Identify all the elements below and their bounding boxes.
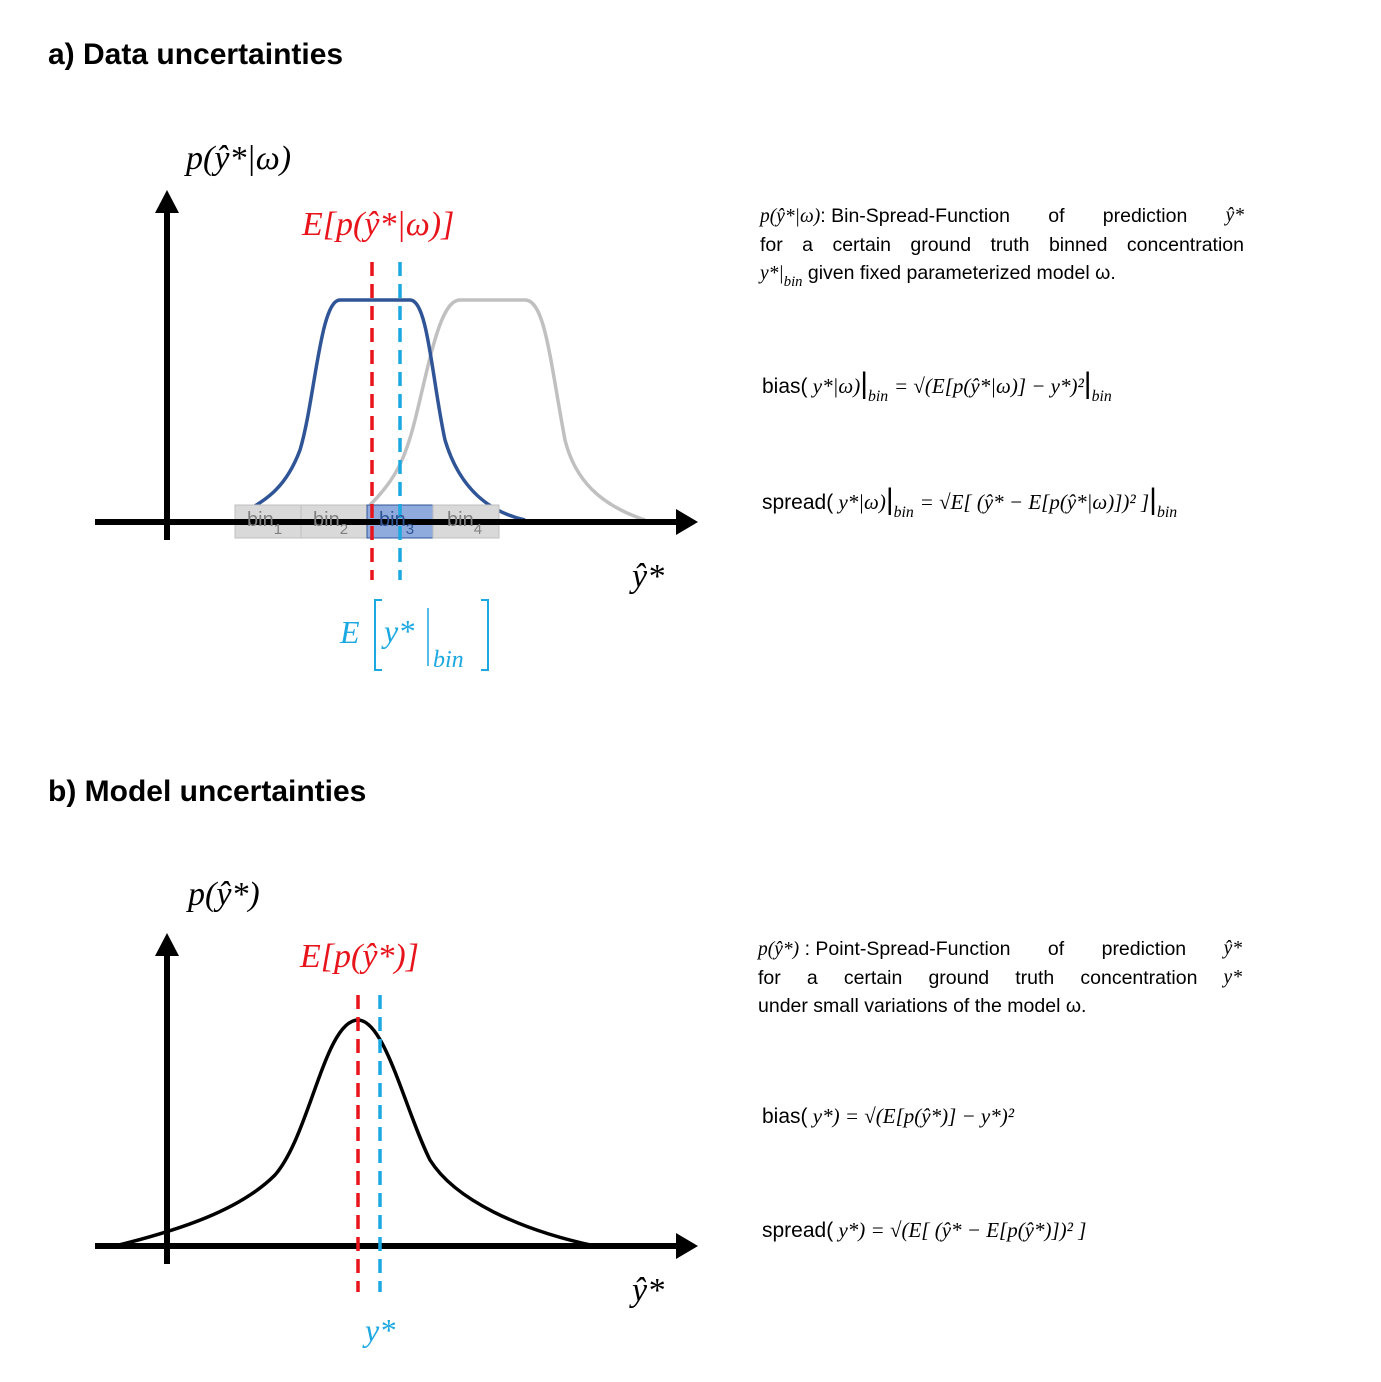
bin-1-label: bin1 [247,509,283,538]
panel-b-y-arrowhead [155,933,179,956]
bin-2-label: bin2 [313,509,349,538]
truth-bracket-right [481,599,489,671]
panel-a-spread-equation: spread( y*|ω)|bin = √E[ (ŷ* − E[p(ŷ*|ω)]… [762,483,1178,521]
panel-b-x-arrowhead [676,1233,698,1259]
panel-a-x-arrowhead [676,509,698,535]
panel-b-desc-line-2: for a certain ground truth concentration… [758,967,1242,989]
panel-b-description: p(ŷ*) : Point-Spread-Function of predict… [758,935,1242,1020]
panel-a-description: p(ŷ*|ω): Bin-Spread-Function of predicti… [760,202,1244,291]
panel-b-bias-equation: bias( y*) = √(E[p(ŷ*)] − y*)² [762,1104,1015,1128]
bin-3-label: bin3 [379,509,415,538]
panel-b-heading: b) Model uncertainties [48,775,367,808]
panel-a-desc-line-3: y*|bin given fixed parameterized model ω… [760,262,1116,291]
panel-b-spread-equation: spread( y*) = √(E[ (ŷ* − E[p(ŷ*)])² ] [762,1218,1087,1242]
panel-a-truth-label-sub: bin [433,647,464,673]
point-spread-curve [114,1018,596,1248]
panel-b-y-axis-label: p(ŷ*) [188,876,260,913]
panel-b-x-axis-label: ŷ* [632,1272,665,1309]
panel-a-heading: a) Data uncertainties [48,38,344,71]
panel-a-truth-label-y: y* [384,613,415,649]
panel-a-truth-label-e: E [340,614,360,650]
panel-a-x-axis-label: ŷ* [632,558,665,595]
panel-b-desc-line-3: under small variations of the model ω. [758,995,1087,1017]
panel-a-bias-equation: bias( y*|ω)|bin = √(E[p(ŷ*|ω)] − y*)²|bi… [762,367,1112,405]
panel-a-mean-label: E[p(ŷ*|ω)] [302,206,455,243]
panel-a-y-axis-label: p(ŷ*|ω) [186,140,292,177]
panel-a-y-arrowhead [155,190,179,213]
truth-bracket-left [374,599,382,671]
panel-b-desc-line-1: p(ŷ*) : Point-Spread-Function of predict… [758,938,1242,960]
bin-spread-curve [239,298,526,522]
panel-a-desc-line-1: p(ŷ*|ω): Bin-Spread-Function of predicti… [760,205,1244,227]
panel-b-mean-label: E[p(ŷ*)] [300,938,419,975]
panel-a-desc-line-2: for a certain ground truth binned concen… [760,234,1244,256]
ghost-distribution-curve [368,298,646,522]
panel-b-truth-label: y* [365,1312,396,1348]
bin-4-label: bin4 [447,509,483,538]
